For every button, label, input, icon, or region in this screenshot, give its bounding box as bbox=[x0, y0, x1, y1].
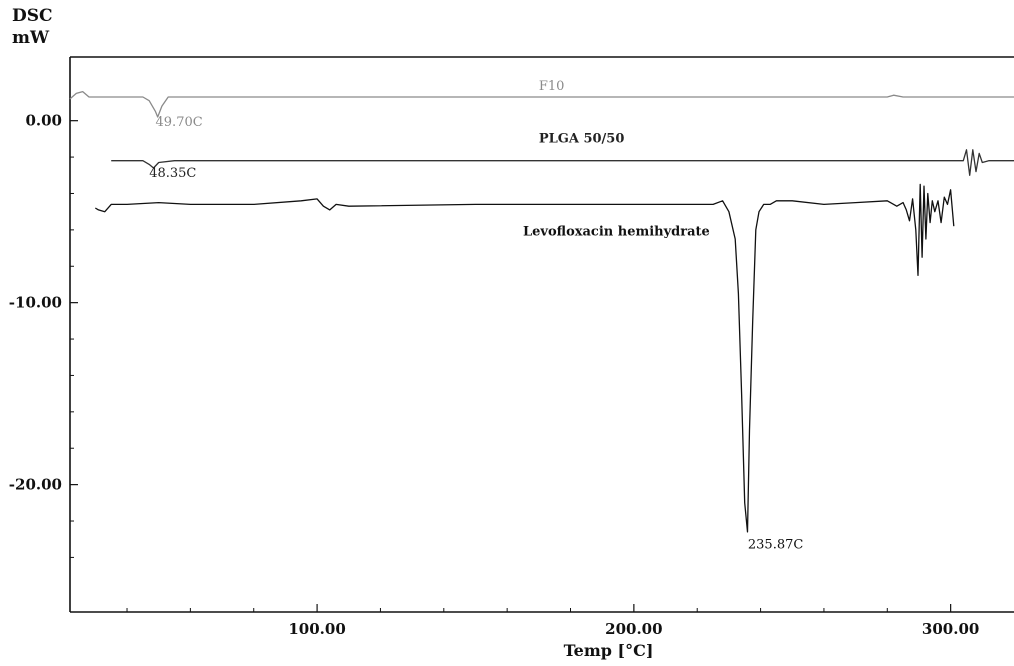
series-line-plga-50-50 bbox=[111, 149, 1014, 176]
annotation-label: Levofloxacin hemihydrate bbox=[523, 224, 710, 239]
y-tick-label: -20.00 bbox=[9, 476, 62, 494]
y-axis-label-line1: DSC bbox=[12, 6, 53, 26]
x-axis-label: Temp [°C] bbox=[564, 641, 654, 660]
annotation-label: 48.35C bbox=[149, 166, 196, 181]
y-tick-label: -10.00 bbox=[9, 294, 62, 312]
series-line-f10 bbox=[69, 90, 1014, 118]
y-axis-label-line2: mW bbox=[12, 28, 50, 48]
y-tick-label: 0.00 bbox=[25, 112, 62, 130]
x-tick-label: 300.00 bbox=[922, 620, 979, 638]
annotation-group: F10 49.70C PLGA 50/50 48.35C Levofloxacin he… bbox=[149, 79, 803, 553]
annotation-label: 235.87C bbox=[748, 537, 803, 552]
x-tick-label: 200.00 bbox=[605, 620, 662, 638]
annotation-label: F10 bbox=[539, 79, 565, 94]
x-tick-label: 100.00 bbox=[288, 620, 345, 638]
axes-group: 100.00 200.00 300.00 0.00 -10.00 -20.00 bbox=[9, 56, 1014, 638]
annotation-label: 49.70C bbox=[156, 115, 203, 130]
annotation-label: PLGA 50/50 bbox=[539, 132, 625, 147]
series-line-levofloxacin-hemihydrate bbox=[94, 183, 955, 533]
series-group bbox=[69, 90, 1014, 533]
